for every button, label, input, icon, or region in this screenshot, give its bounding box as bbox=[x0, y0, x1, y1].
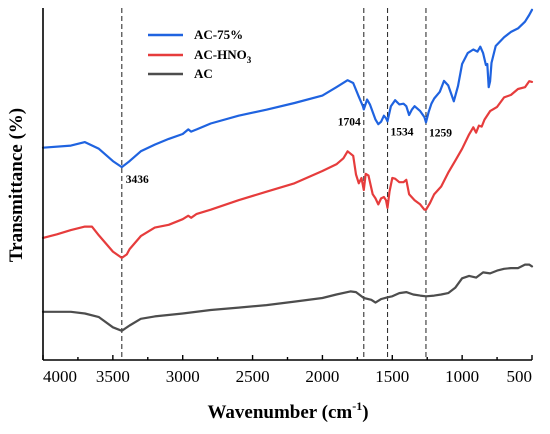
legend-label-ac-hno3-main: AC-HNO bbox=[194, 47, 247, 62]
annotation-3436: 3436 bbox=[126, 174, 149, 186]
legend-label-ac-75: AC-75% bbox=[194, 27, 243, 42]
annotation-1534: 1534 bbox=[391, 126, 414, 138]
x-tick-label-3500: 3500 bbox=[96, 367, 130, 386]
x-tick-label-2500: 2500 bbox=[236, 367, 270, 386]
x-tick-label-1500: 1500 bbox=[375, 367, 409, 386]
x-tick-label-2000: 2000 bbox=[305, 367, 339, 386]
legend: AC-75% AC-HNO3 AC bbox=[148, 27, 252, 81]
reference-lines bbox=[121, 8, 427, 360]
y-axis-title: Transmittance (%) bbox=[6, 108, 27, 262]
x-tick-label-1000: 1000 bbox=[445, 367, 479, 386]
x-tick-label-4000: 4000 bbox=[43, 367, 77, 386]
annotations: 3436 1704 1534 1259 bbox=[126, 116, 452, 186]
series-line-ac bbox=[41, 263, 534, 332]
legend-label-ac-hno3-sub: 3 bbox=[247, 55, 252, 65]
legend-label-ac: AC bbox=[194, 66, 213, 81]
series-line-ac-75 bbox=[41, 8, 534, 169]
annotation-1704: 1704 bbox=[338, 116, 361, 128]
series-line-ac-hno3 bbox=[41, 80, 534, 259]
x-axis-title-main: Wavenumber (cm bbox=[207, 402, 352, 423]
series-layer bbox=[41, 8, 534, 332]
x-tick-label-3000: 3000 bbox=[166, 367, 200, 386]
x-ticks: 4000 3500 3000 2500 2000 1500 1000 500 bbox=[42, 355, 533, 386]
annotation-1259: 1259 bbox=[429, 127, 452, 139]
legend-label-ac-hno3: AC-HNO3 bbox=[194, 47, 252, 65]
x-axis-title-sup: -1 bbox=[352, 399, 362, 413]
x-axis-title: Wavenumber (cm-1) bbox=[207, 399, 368, 423]
x-axis-title-suffix: ) bbox=[362, 402, 368, 423]
x-tick-label-500: 500 bbox=[507, 367, 533, 386]
